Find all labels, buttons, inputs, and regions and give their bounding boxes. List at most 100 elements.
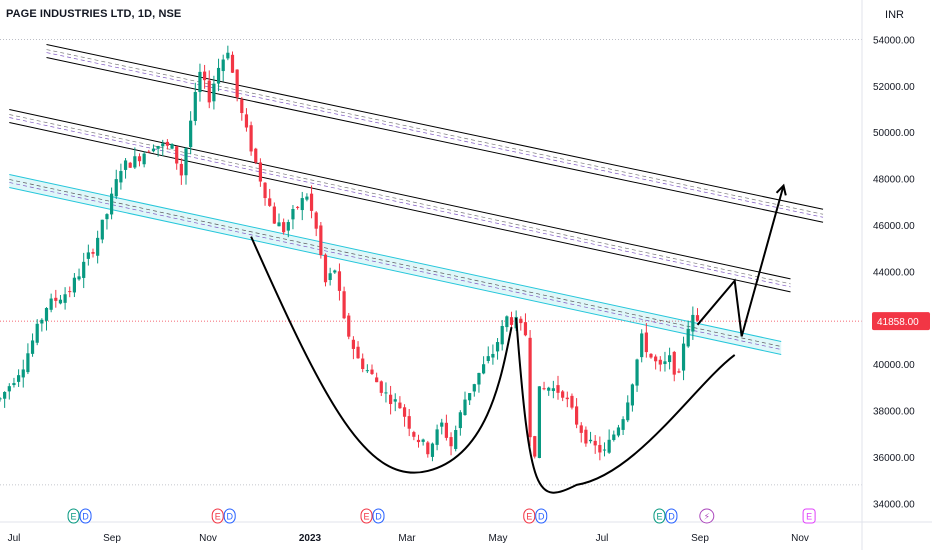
- candle-body: [565, 397, 569, 400]
- candle-body: [472, 384, 476, 392]
- candle-body: [12, 383, 16, 386]
- candle-body: [365, 370, 369, 372]
- candle-body: [347, 315, 351, 337]
- candle-body: [533, 436, 537, 457]
- y-tick-label: 40000.00: [873, 360, 915, 371]
- upper-channel-mid-dash-purple: [46, 52, 824, 218]
- upper-channel-bottom: [46, 57, 824, 223]
- candle-body: [402, 407, 407, 417]
- candle-body: [91, 252, 95, 254]
- candle-body: [244, 114, 249, 128]
- candle-body: [249, 125, 253, 152]
- candle-body: [686, 328, 690, 347]
- dividend-marker-label: D: [82, 512, 89, 522]
- earnings-marker[interactable]: [360, 508, 373, 524]
- candle-body: [207, 80, 211, 103]
- candle-body: [468, 393, 472, 401]
- candle-body: [351, 339, 355, 349]
- candle-body: [644, 332, 648, 353]
- candle-body: [58, 299, 63, 304]
- x-tick-label: Mar: [398, 533, 416, 544]
- candle-body: [123, 160, 128, 170]
- candle-body: [272, 206, 276, 224]
- candle-body: [393, 399, 397, 402]
- earnings-marker-label: E: [656, 512, 662, 522]
- dividend-marker[interactable]: [223, 508, 236, 524]
- dividend-marker-label: D: [226, 512, 233, 522]
- candle-body: [482, 364, 486, 374]
- x-tick-label: Jul: [596, 533, 609, 544]
- candle-body: [421, 439, 425, 442]
- earnings-marker-label: E: [363, 512, 369, 522]
- cup-curve-right: [515, 317, 736, 494]
- y-tick-label: 44000.00: [873, 267, 915, 278]
- earnings-marker[interactable]: [653, 508, 666, 524]
- future-earnings-marker[interactable]: [802, 508, 816, 524]
- candle-body: [142, 153, 146, 165]
- candle-body: [147, 151, 151, 153]
- support-channel-mid-dash-purple: [9, 182, 782, 350]
- support-channel-fill: [9, 174, 782, 355]
- currency-label[interactable]: INR: [885, 9, 904, 21]
- candle-body: [203, 71, 207, 81]
- candle-body: [119, 171, 123, 183]
- candle-body: [519, 318, 523, 324]
- candle-body: [189, 120, 193, 148]
- candle-body: [430, 443, 435, 457]
- candle-body: [17, 375, 21, 382]
- candle-body: [170, 144, 174, 149]
- candle-body: [444, 422, 448, 438]
- candle-body: [21, 369, 25, 378]
- candle-body: [598, 444, 602, 453]
- dividend-marker[interactable]: [79, 508, 92, 524]
- candle-body: [579, 425, 583, 433]
- candle-body: [491, 353, 495, 358]
- candle-body: [463, 399, 467, 416]
- candle-body: [570, 395, 574, 408]
- earnings-marker[interactable]: [67, 508, 80, 524]
- candle-body: [49, 298, 53, 310]
- candle-body: [230, 54, 235, 73]
- x-tick-label: May: [489, 533, 508, 544]
- upper-channel-top: [46, 44, 824, 210]
- candle-body: [649, 353, 653, 358]
- candle-body: [323, 254, 328, 283]
- candle-body: [523, 322, 528, 336]
- candle-body: [240, 99, 244, 114]
- split-marker-icon[interactable]: [699, 508, 715, 524]
- candle-body: [175, 146, 179, 164]
- earnings-marker-label: E: [71, 512, 77, 522]
- candle-body: [128, 162, 132, 168]
- candle-body: [44, 307, 49, 321]
- candle-body: [193, 92, 197, 121]
- candle-body: [588, 439, 593, 442]
- earnings-marker[interactable]: [211, 508, 224, 524]
- candle-body: [621, 419, 625, 430]
- earnings-marker[interactable]: [523, 508, 536, 524]
- projection-path: [696, 185, 785, 337]
- last-price-tag: [872, 312, 930, 331]
- candle-body: [54, 297, 58, 301]
- candle-body: [3, 392, 7, 399]
- candle-body: [695, 315, 700, 321]
- dividend-marker[interactable]: [372, 508, 385, 524]
- candle-body: [375, 377, 379, 383]
- candle-body: [309, 193, 314, 211]
- candle-body: [486, 356, 490, 361]
- future-earnings-label: E: [806, 512, 812, 522]
- dividend-marker[interactable]: [535, 508, 548, 524]
- dividend-marker-label: D: [538, 512, 545, 522]
- candle-body: [379, 381, 383, 393]
- candle-body: [449, 437, 453, 447]
- candle-body: [254, 148, 258, 163]
- candle-body: [291, 209, 295, 220]
- candle-body: [630, 384, 634, 406]
- candle-body: [658, 359, 662, 365]
- dividend-marker[interactable]: [665, 508, 678, 524]
- candle-body: [314, 212, 318, 229]
- candle-body: [151, 148, 156, 152]
- candle-body: [137, 156, 142, 162]
- candle-body: [505, 316, 509, 328]
